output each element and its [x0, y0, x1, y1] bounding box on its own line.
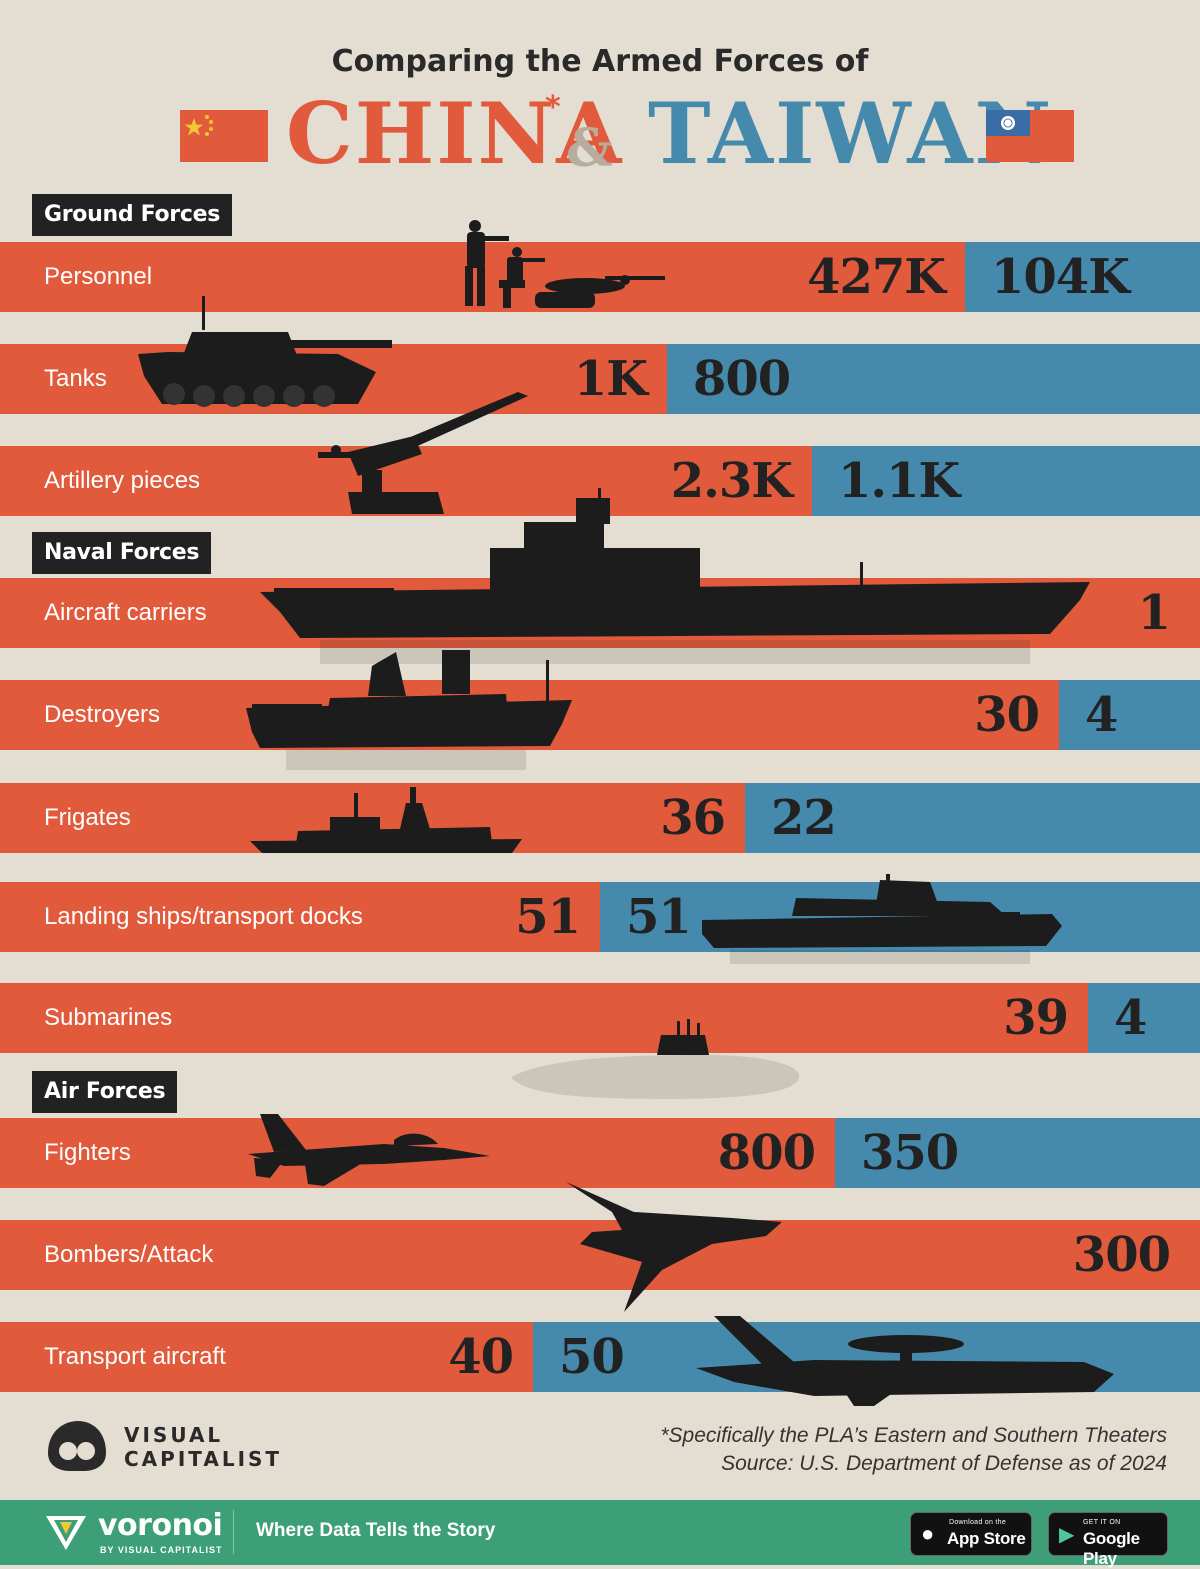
destroyer-silhouette-icon [246, 650, 572, 770]
value-china: 2.3K [670, 453, 793, 509]
section-air-forces: Air Forces [32, 1071, 178, 1113]
row-submarines: Submarines 39 4 [0, 983, 1200, 1099]
row-label: Landing ships/transport docks [44, 903, 363, 930]
app-store-label: App Store [947, 1529, 1026, 1548]
google-play-small-text: GET IT ON [1083, 1519, 1121, 1526]
row-transport-aircraft: Transport aircraft 40 50 [0, 1316, 1200, 1406]
visual-capitalist-logo-icon [48, 1421, 106, 1471]
bomber-silhouette-icon [566, 1182, 782, 1312]
bar-taiwan [1088, 983, 1200, 1053]
bar-taiwan [745, 783, 1200, 853]
source-note: Source: U.S. Department of Defense as of… [721, 1452, 1167, 1475]
value-taiwan: 104K [991, 249, 1130, 305]
footer-notes: *Specifically the PLA’s Eastern and Sout… [660, 1422, 1167, 1478]
missile-launcher-silhouette-icon [318, 392, 528, 514]
chart-subtitle: Comparing the Armed Forces of [331, 44, 869, 79]
value-taiwan: 1.1K [838, 453, 960, 509]
landing-ship-silhouette-icon [702, 874, 1062, 964]
bar-taiwan [1059, 680, 1200, 750]
title-asterisk: * [545, 90, 561, 125]
bar-taiwan [835, 1118, 1200, 1188]
voronoi-brand: voronoi [98, 1508, 223, 1543]
awacs-aircraft-silhouette-icon [696, 1316, 1114, 1406]
row-tanks: Tanks 1K 800 [0, 296, 1200, 414]
frigate-silhouette-icon [250, 787, 522, 853]
visual-capitalist-logo: VISUAL CAPITALIST [44, 1417, 294, 1473]
tank-silhouette-icon [138, 296, 392, 407]
section-naval-forces: Naval Forces [32, 532, 212, 574]
row-label: Fighters [44, 1139, 131, 1166]
google-play-label: Google Play [1083, 1529, 1140, 1568]
value-china: 1 [1137, 585, 1171, 641]
app-store-small-text: Download on the [949, 1519, 1007, 1526]
row-landing-ships: Landing ships/transport docks 51 51 [0, 874, 1200, 964]
bar-china [0, 1322, 533, 1392]
row-label: Tanks [44, 365, 107, 392]
value-china: 1K [573, 351, 648, 407]
row-frigates: Frigates 36 22 [0, 783, 1200, 853]
row-label: Destroyers [44, 701, 161, 728]
value-china: 427K [807, 249, 946, 305]
value-china: 51 [515, 889, 581, 945]
value-china: 30 [974, 687, 1040, 743]
bar-taiwan [812, 446, 1200, 516]
bar-china [0, 882, 600, 952]
submarine-silhouette-icon [511, 1019, 800, 1099]
row-destroyers: Destroyers 30 4 [0, 650, 1200, 770]
row-personnel: Personnel 427K 104K [0, 220, 1200, 312]
header: Comparing the Armed Forces of CHINA * & … [0, 0, 1200, 190]
app-store-button[interactable]: ● Download on the App Store [910, 1512, 1032, 1556]
value-china: 36 [660, 790, 726, 846]
taiwan-title: TAIWAN [648, 84, 1054, 183]
china-title: CHINA [286, 84, 624, 183]
row-fighters: Fighters 800 350 [0, 1114, 1200, 1188]
google-play-button[interactable]: ▶ GET IT ON Google Play [1048, 1512, 1168, 1568]
soldiers-silhouette-icon [465, 220, 665, 308]
value-taiwan: 50 [559, 1329, 625, 1385]
row-aircraft-carriers: Aircraft carriers 1 [0, 488, 1200, 664]
bar-taiwan [667, 344, 1200, 414]
row-label: Bombers/Attack [44, 1241, 214, 1268]
voronoi-brand-sub: BY VISUAL CAPITALIST [100, 1545, 223, 1555]
voronoi-logo-icon [46, 1516, 86, 1550]
row-label: Transport aircraft [44, 1343, 226, 1370]
apple-icon: ● [921, 1521, 935, 1546]
value-taiwan: 51 [626, 889, 692, 945]
value-china: 800 [717, 1125, 816, 1181]
value-china: 39 [1003, 990, 1069, 1046]
tagline: Where Data Tells the Story [256, 1520, 496, 1541]
bar-china [0, 983, 1088, 1053]
taiwan-flag-icon [986, 110, 1074, 162]
google-play-icon: ▶ [1059, 1524, 1075, 1546]
value-china: 40 [448, 1329, 514, 1385]
value-taiwan: 350 [861, 1125, 959, 1181]
title-ampersand: & [566, 118, 613, 179]
row-label: Submarines [44, 1004, 173, 1031]
row-label: Personnel [44, 263, 153, 290]
row-label: Frigates [44, 804, 131, 831]
logo-line-2: CAPITALIST [124, 1447, 283, 1471]
value-taiwan: 4 [1085, 687, 1118, 743]
bottom-bar: voronoi BY VISUAL CAPITALIST Where Data … [0, 1500, 1200, 1568]
row-label: Artillery pieces [44, 467, 201, 494]
aircraft-carrier-silhouette-icon [260, 488, 1090, 664]
logo-line-1: VISUAL [124, 1423, 224, 1447]
value-taiwan: 4 [1114, 990, 1147, 1046]
fighter-jet-silhouette-icon [248, 1114, 490, 1186]
bar-taiwan [965, 242, 1200, 312]
value-china: 300 [1072, 1227, 1171, 1283]
row-label: Aircraft carriers [44, 599, 207, 626]
row-artillery-pieces: Artillery pieces 2.3K 1.1K [0, 392, 1200, 516]
row-bombers-attack: Bombers/Attack 300 [0, 1182, 1200, 1312]
divider [233, 1510, 234, 1554]
footnote: *Specifically the PLA’s Eastern and Sout… [660, 1424, 1167, 1447]
china-flag-icon [180, 110, 268, 162]
value-taiwan: 22 [771, 790, 837, 846]
value-taiwan: 800 [693, 351, 791, 407]
section-ground-forces: Ground Forces [32, 194, 233, 236]
